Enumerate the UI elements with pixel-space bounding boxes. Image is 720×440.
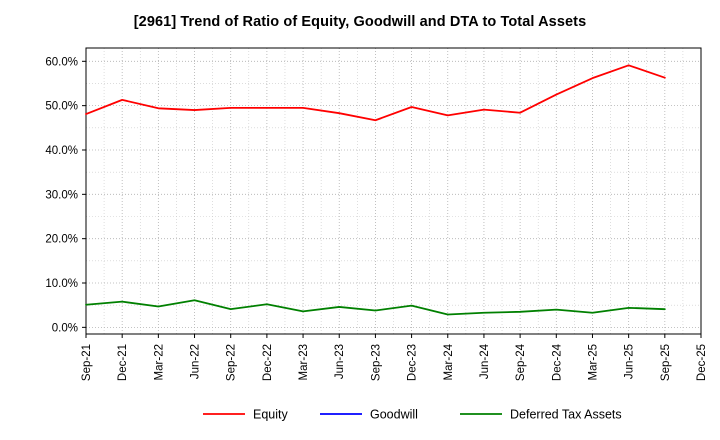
legend-label-equity: Equity xyxy=(253,408,288,422)
x-tick-label: Sep-21 xyxy=(81,344,93,381)
y-tick-label: 40.0% xyxy=(45,145,78,157)
x-tick-label: Dec-24 xyxy=(551,343,563,381)
x-tick-label: Mar-25 xyxy=(588,344,600,380)
y-tick-label: 50.0% xyxy=(45,101,78,113)
series-line-equity xyxy=(85,64,666,122)
chart-title: [2961] Trend of Ratio of Equity, Goodwil… xyxy=(133,14,587,30)
x-tick-label: Dec-22 xyxy=(262,344,274,381)
series-line-deferred-tax-assets xyxy=(85,299,666,316)
x-tick-label: Jun-22 xyxy=(190,344,202,379)
x-tick-label: Mar-24 xyxy=(443,343,455,380)
plot-frame xyxy=(85,47,702,335)
x-tick-label: Sep-23 xyxy=(370,344,382,381)
y-tick-label: 0.0% xyxy=(52,322,78,334)
legend-label-deferred-tax-assets: Deferred Tax Assets xyxy=(510,408,622,422)
x-tick-label: Sep-22 xyxy=(226,344,238,381)
x-tick-label: Jun-25 xyxy=(624,344,636,379)
x-tick-label: Dec-25 xyxy=(696,344,708,381)
x-axis: Sep-21 Dec-21 Mar-22 Jun-22 Sep-22 Dec-22 Mar-… xyxy=(81,334,708,381)
y-tick-label: 20.0% xyxy=(45,234,78,246)
x-tick-label: Sep-24 xyxy=(515,343,527,381)
x-tick-label: Jun-23 xyxy=(334,344,346,379)
y-tick-label: 60.0% xyxy=(45,56,78,68)
chart-legend: Equity Goodwill Deferred Tax Assets xyxy=(203,408,622,422)
y-axis: 0.0% 10.0% 20.0% 30.0% 40.0% 50.0% 60.0% xyxy=(45,56,86,334)
x-tick-label: Jun-24 xyxy=(479,343,491,379)
x-tick-label: Sep-25 xyxy=(660,344,672,381)
x-tick-label: Dec-23 xyxy=(407,344,419,381)
y-tick-label: 30.0% xyxy=(45,189,78,201)
y-tick-label: 10.0% xyxy=(45,278,78,290)
grid-lines xyxy=(85,48,702,334)
x-tick-label: Dec-21 xyxy=(117,344,129,381)
x-tick-label: Mar-22 xyxy=(153,344,165,380)
legend-label-goodwill: Goodwill xyxy=(370,408,418,422)
series-group xyxy=(85,64,666,316)
x-tick-label: Mar-23 xyxy=(298,344,310,380)
